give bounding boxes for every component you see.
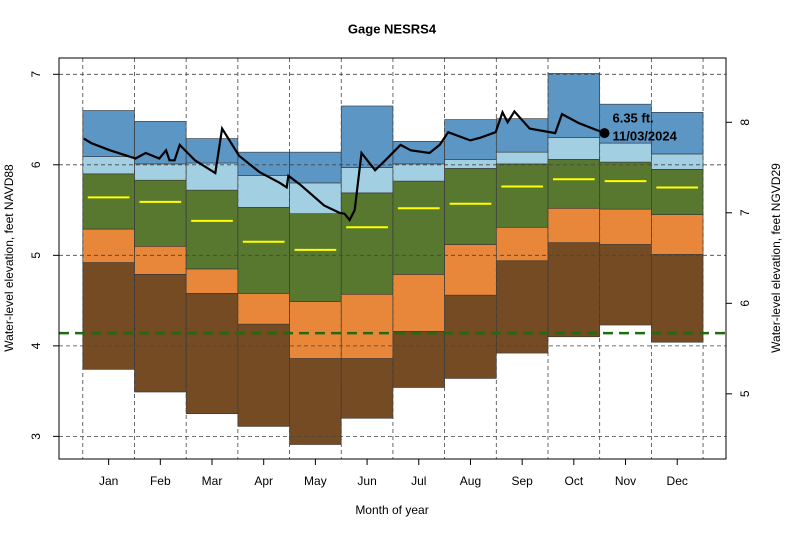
percentile-band xyxy=(392,331,445,388)
current-year-line xyxy=(83,109,605,223)
percentile-band xyxy=(289,213,342,302)
x-tick-label: Jun xyxy=(357,474,376,488)
percentile-band xyxy=(134,163,187,181)
y2-tick-label: 7 xyxy=(738,209,752,216)
percentile-band xyxy=(599,142,652,163)
percentile-band xyxy=(444,294,497,379)
percentile-band xyxy=(185,189,239,270)
percentile-band xyxy=(651,214,704,255)
percentile-band xyxy=(82,228,135,263)
percentile-band xyxy=(496,226,549,262)
percentile-band xyxy=(340,192,394,295)
percentile-band xyxy=(547,242,600,338)
percentile-band xyxy=(134,179,187,247)
y2-axis-label: Water-level elevation, feet NGVD29 xyxy=(769,163,783,353)
percentile-band xyxy=(134,245,187,275)
percentile-band xyxy=(392,180,445,275)
percentile-band xyxy=(547,159,600,209)
y2-tick-label: 8 xyxy=(738,119,752,126)
percentile-band xyxy=(237,293,290,325)
percentile-band xyxy=(444,168,497,245)
x-tick-label: Aug xyxy=(460,474,481,488)
percentile-band xyxy=(444,159,497,169)
x-tick-label: May xyxy=(304,474,327,488)
percentile-band xyxy=(444,244,497,296)
x-tick-label: Nov xyxy=(615,474,636,488)
latest-point xyxy=(599,128,610,139)
percentile-band xyxy=(237,175,290,208)
percentile-band xyxy=(496,163,549,228)
plot-frame xyxy=(58,57,727,460)
x-tick-label: Oct xyxy=(565,474,584,488)
percentile-band xyxy=(392,274,445,332)
percentile-band xyxy=(340,358,394,419)
percentile-band xyxy=(651,254,704,343)
x-tick-label: Dec xyxy=(667,474,688,488)
percentile-band xyxy=(185,268,239,294)
percentile-band xyxy=(82,173,135,230)
x-axis-label: Month of year xyxy=(355,503,428,517)
percentile-band xyxy=(651,112,704,155)
percentile-band xyxy=(599,244,652,326)
percentile-band xyxy=(547,207,600,243)
percentile-band xyxy=(237,151,290,176)
percentile-band xyxy=(392,163,445,182)
y-tick-label: 7 xyxy=(29,71,43,78)
percentile-band xyxy=(237,323,290,427)
percentile-band xyxy=(289,151,342,184)
percentile-band xyxy=(185,293,239,415)
y2-tick-label: 6 xyxy=(738,300,752,307)
y-tick-label: 3 xyxy=(29,433,43,440)
percentile-band xyxy=(237,207,290,294)
percentile-band xyxy=(599,161,652,210)
percentile-band xyxy=(82,156,135,175)
percentile-band xyxy=(289,301,342,359)
percentile-band xyxy=(496,260,549,354)
percentile-band xyxy=(82,262,135,370)
percentile-band xyxy=(651,169,704,215)
percentile-band xyxy=(651,153,704,170)
percentile-band xyxy=(340,167,394,194)
percentile-band xyxy=(599,208,652,245)
percentile-band xyxy=(340,105,394,168)
percentile-band xyxy=(496,151,549,165)
percentile-band xyxy=(185,162,239,191)
x-tick-label: Jul xyxy=(411,474,426,488)
x-tick-label: Sep xyxy=(511,474,533,488)
chart-title: Gage NESRS4 xyxy=(348,21,437,36)
y-tick-label: 6 xyxy=(29,161,43,168)
percentile-band xyxy=(289,358,342,445)
percentile-band xyxy=(547,137,600,160)
y-tick-label: 5 xyxy=(29,252,43,259)
y-tick-label: 4 xyxy=(29,342,43,349)
y2-tick-label: 5 xyxy=(738,390,752,397)
percentile-band xyxy=(496,118,549,153)
percentile-band xyxy=(340,293,394,359)
annotation-value: 6.35 ft. xyxy=(612,111,653,126)
x-tick-label: Feb xyxy=(150,474,171,488)
x-tick-label: Apr xyxy=(254,474,273,488)
percentile-band xyxy=(599,103,652,144)
x-tick-label: Mar xyxy=(202,474,223,488)
annotation-date: 11/03/2024 xyxy=(612,129,677,144)
y-axis-label: Water-level elevation, feet NAVD88 xyxy=(2,164,16,352)
x-tick-label: Jan xyxy=(99,474,118,488)
